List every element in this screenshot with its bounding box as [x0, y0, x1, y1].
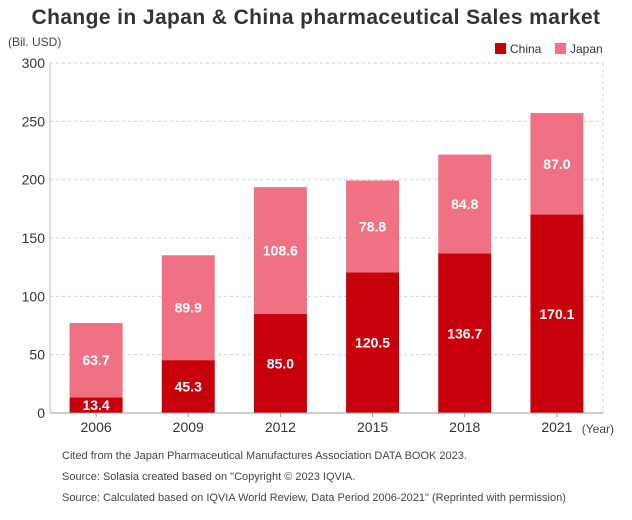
source-note-3: Source: Calculated based on IQVIA World … — [62, 492, 566, 504]
chart-title: Change in Japan & China pharmaceutical S… — [31, 6, 601, 29]
source-note-2: Source: Solasia created based on "Copyri… — [62, 471, 356, 483]
bar-china-2015 — [346, 272, 400, 413]
x-tick-label: 2015 — [357, 419, 388, 435]
y-tick-label: 200 — [22, 172, 46, 188]
y-tick-label: 250 — [22, 113, 46, 129]
y-axis-label: (Bil. USD) — [8, 35, 61, 49]
x-tick-label: 2009 — [173, 419, 204, 435]
source-note-1: Cited from the Japan Pharmaceutical Manu… — [62, 450, 467, 462]
legend-label-japan: Japan — [570, 42, 603, 56]
y-tick-label: 300 — [22, 55, 46, 71]
bar-japan-2018 — [438, 154, 492, 254]
data-label-japan: 78.8 — [359, 218, 386, 234]
data-label-china: 45.3 — [175, 379, 202, 395]
bars — [69, 113, 584, 413]
bar-japan-2015 — [346, 180, 400, 273]
data-label-japan: 84.8 — [451, 196, 478, 212]
y-tick-label: 150 — [22, 230, 46, 246]
gridlines — [50, 62, 604, 413]
data-label-china: 136.7 — [447, 325, 482, 341]
x-tick-label: 2018 — [449, 419, 480, 435]
x-tick-label: 2006 — [81, 419, 112, 435]
bar-japan-2009 — [161, 255, 215, 361]
bar-japan-2006 — [69, 323, 123, 398]
axes: 0 50 100 150 200 250 300 (Bil. USD) 2006 2009 2012… — [8, 35, 614, 436]
data-labels: 13.4 63.7 45.3 89.9 85.0 108.6 120.5 78.8 136.7 8… — [82, 156, 574, 413]
x-axis-label: (Year) — [582, 422, 614, 436]
x-tick-label: 2021 — [541, 419, 572, 435]
y-tick-label: 50 — [29, 347, 45, 363]
bar-japan-2012 — [253, 187, 307, 314]
y-tick-label: 0 — [37, 405, 45, 421]
legend-label-china: China — [510, 42, 542, 56]
bar-japan-2021 — [530, 113, 584, 215]
bar-china-2021 — [530, 214, 584, 413]
data-label-china: 85.0 — [267, 355, 294, 371]
legend-swatch-china — [495, 43, 506, 54]
legend-swatch-japan — [555, 43, 566, 54]
bar-china-2006 — [69, 397, 123, 413]
data-label-china: 170.1 — [539, 306, 574, 322]
bar-china-2009 — [161, 360, 215, 413]
legend: China Japan — [495, 42, 603, 56]
data-label-china: 13.4 — [82, 397, 109, 413]
data-label-japan: 63.7 — [82, 352, 109, 368]
data-label-japan: 87.0 — [543, 156, 570, 172]
bar-china-2012 — [253, 313, 307, 413]
data-label-china: 120.5 — [355, 335, 390, 351]
bar-china-2018 — [438, 253, 492, 413]
data-label-japan: 108.6 — [263, 242, 298, 258]
x-tick-label: 2012 — [265, 419, 296, 435]
y-tick-label: 100 — [22, 288, 46, 304]
data-label-japan: 89.9 — [175, 300, 202, 316]
